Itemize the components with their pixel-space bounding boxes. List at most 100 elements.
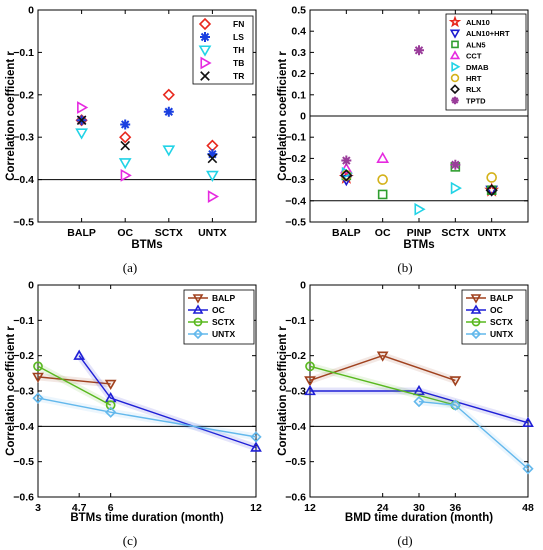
legend-marker xyxy=(449,29,461,39)
panel-label: (d) xyxy=(397,533,412,548)
y-tick-label: −0.2 xyxy=(285,153,306,165)
data-point xyxy=(377,174,388,185)
legend-marker xyxy=(470,294,482,304)
legend-label: BALP xyxy=(212,293,235,303)
series-line xyxy=(78,355,257,449)
panel-label: (b) xyxy=(397,260,412,275)
y-tick-label: −0.1 xyxy=(13,47,34,59)
y-tick-label: 0.2 xyxy=(291,68,306,80)
legend-marker xyxy=(470,304,482,314)
legend-marker xyxy=(200,71,210,81)
data-point xyxy=(250,431,262,443)
x-axis-label: BTMs xyxy=(403,239,434,251)
legend-label: UNTX xyxy=(212,329,235,339)
y-axis-label: Correlation coefficient r xyxy=(277,326,289,456)
legend-marker xyxy=(193,317,203,327)
y-tick-label: −0.2 xyxy=(13,350,34,362)
x-tick-label: 30 xyxy=(413,502,425,514)
data-point xyxy=(105,406,117,418)
legend-marker xyxy=(198,45,212,57)
series-line-glow xyxy=(415,398,532,473)
x-tick-label: BALP xyxy=(332,227,361,239)
data-point xyxy=(522,416,534,427)
y-axis-label: Correlation coefficient r xyxy=(5,51,17,181)
series-hrt xyxy=(341,170,497,185)
data-point xyxy=(33,361,43,372)
x-tick-label: 24 xyxy=(377,502,389,514)
y-axis-label: Correlation coefficient r xyxy=(277,51,289,181)
series-line xyxy=(309,365,456,406)
series-tr xyxy=(76,115,218,164)
series-ls xyxy=(76,106,218,160)
x-tick-label: 12 xyxy=(250,502,262,514)
y-tick-label: 0.3 xyxy=(291,47,306,59)
data-point xyxy=(118,158,132,170)
legend-marker xyxy=(451,96,459,105)
y-tick-label: 0.1 xyxy=(291,89,306,101)
legend: BALP OC SCTX UNTX xyxy=(461,289,527,345)
legend-marker xyxy=(451,40,459,49)
legend-label: UNTX xyxy=(490,329,513,339)
legend-label: ALN10+HRT xyxy=(466,29,510,38)
legend-marker xyxy=(450,73,460,83)
series-aln10-hrt xyxy=(339,175,499,197)
data-point xyxy=(413,395,425,408)
series-line xyxy=(37,365,112,406)
legend-label: TB xyxy=(233,58,244,68)
panel-label: (c) xyxy=(123,533,137,548)
series-rlx xyxy=(340,169,498,197)
legend-label: FN xyxy=(233,19,244,29)
data-point xyxy=(377,189,388,200)
legend-marker xyxy=(192,304,204,314)
legend-label: HRT xyxy=(466,74,482,83)
data-point xyxy=(449,399,461,411)
y-tick-label: −0.6 xyxy=(285,492,306,504)
series-tb xyxy=(77,101,220,203)
chart-panel-4: 0 −0.1 −0.2 −0.3 −0.4 −0.5 −0.612 24 30 36 48 BMD t… xyxy=(277,280,534,549)
y-tick-label: −0.4 xyxy=(13,421,34,433)
legend-marker xyxy=(448,15,462,28)
data-point xyxy=(450,181,462,195)
series-sctx xyxy=(33,361,116,410)
data-point xyxy=(207,149,218,160)
y-tick-label: −0.1 xyxy=(285,132,306,144)
series-untx xyxy=(32,392,262,443)
chart-panel-2: 0.5 0.4 0.3 0.2 0.1 0 −0.1 −0.2 −0.3 −0.4 −0.5 BALP… xyxy=(277,5,529,275)
legend-label: OC xyxy=(490,305,503,315)
legend-marker xyxy=(470,328,482,340)
chart-panel-1: 0 −0.1 −0.2 −0.3 −0.4 −0.5 BALP OC SCTX UNTX BTMs C… xyxy=(5,5,257,275)
data-point xyxy=(304,376,316,387)
legend-marker xyxy=(200,32,210,42)
data-point xyxy=(119,131,132,144)
legend-label: TR xyxy=(233,71,244,81)
legend-label: SCTX xyxy=(490,317,513,327)
y-tick-label: −0.6 xyxy=(13,492,34,504)
data-point xyxy=(341,155,352,166)
y-tick-label: −0.5 xyxy=(13,456,34,468)
y-axis-label: Correlation coefficient r xyxy=(5,326,17,456)
legend-marker xyxy=(449,50,461,60)
data-point xyxy=(207,190,220,203)
data-point xyxy=(120,119,131,130)
data-point xyxy=(77,101,89,114)
legend-label: OC xyxy=(212,305,225,315)
legend-label: TH xyxy=(233,45,244,55)
series-oc xyxy=(304,384,534,427)
data-point xyxy=(32,372,44,383)
data-point xyxy=(450,159,461,170)
legend-marker xyxy=(198,17,212,31)
legend-label: SCTX xyxy=(212,317,235,327)
data-point xyxy=(206,170,219,182)
x-tick-label: UNTX xyxy=(477,227,506,239)
y-tick-label: −0.4 xyxy=(285,421,306,433)
legend-marker xyxy=(192,328,204,340)
x-tick-label: PINP xyxy=(407,227,432,239)
x-axis-label: BTMs xyxy=(131,239,162,251)
legend-marker xyxy=(192,294,204,304)
data-point xyxy=(522,463,534,475)
series-oc xyxy=(73,349,262,452)
y-tick-label: −0.3 xyxy=(13,132,34,144)
x-tick-label: 4.7 xyxy=(72,502,87,514)
x-tick-label: UNTX xyxy=(198,227,227,239)
